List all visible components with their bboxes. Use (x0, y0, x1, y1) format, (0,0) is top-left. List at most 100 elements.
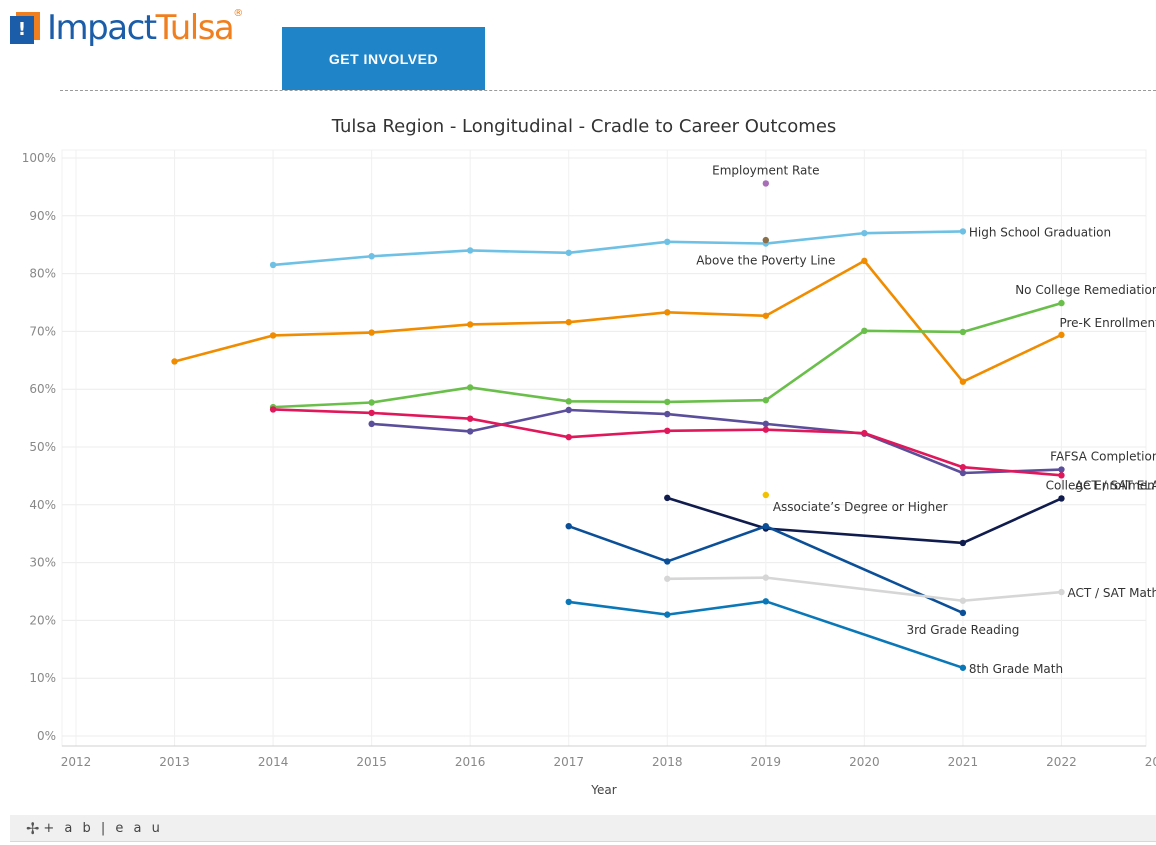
data-point (664, 558, 671, 565)
series-annotation: Pre-K Enrollment (1059, 316, 1156, 330)
impact-tulsa-logo[interactable]: ! ImpactTulsa® (10, 8, 243, 48)
series-annotation: No College Remediation (1015, 283, 1156, 297)
data-point (664, 611, 671, 618)
data-point (861, 257, 868, 265)
x-tick-label: 2016 (455, 755, 486, 769)
series-line (666, 496, 1062, 545)
get-involved-button[interactable]: GET INVOLVED (282, 27, 485, 90)
series-annotation: 8th Grade Math (969, 662, 1063, 676)
y-tick-label: 20% (29, 613, 56, 627)
series-line (568, 524, 964, 615)
series-line (667, 576, 1062, 603)
data-point (466, 321, 474, 328)
data-point (664, 309, 671, 316)
line-chart: 0% 10% 20% 30% 40% 50% 60% 70% 80% 90% 100% 2012 201… (22, 149, 1156, 797)
data-point (565, 522, 572, 530)
data-point (861, 429, 868, 437)
data-point (466, 384, 474, 391)
x-tick-label: 2015 (356, 755, 387, 769)
data-point (762, 396, 770, 404)
x-tick-label: 2020 (849, 755, 880, 769)
series-annotation: College Enrollment (1046, 478, 1156, 492)
data-point (762, 522, 770, 530)
series-annotation: ACT / SAT ELA (1075, 478, 1156, 492)
series-annotation: Associate’s Degree or Higher (773, 500, 948, 514)
data-point (269, 261, 277, 269)
data-point (565, 398, 572, 405)
data-point (664, 410, 671, 418)
y-tick-label: 0% (37, 729, 56, 743)
data-point (1058, 331, 1065, 339)
series-line (272, 230, 963, 267)
data-point (959, 228, 967, 235)
series-annotation: Employment Rate (712, 163, 819, 177)
header-bar: ! ImpactTulsa® GET INVOLVED (0, 0, 1156, 92)
y-tick-label: 10% (29, 671, 56, 685)
chart-title: Tulsa Region - Longitudinal - Cradle to … (331, 116, 837, 137)
data-point (762, 426, 770, 433)
data-point (368, 399, 375, 406)
data-point (565, 406, 572, 414)
series-annotation: 3rd Grade Reading (906, 623, 1019, 637)
data-point (959, 464, 967, 471)
data-point (762, 598, 770, 605)
y-tick-label: 90% (29, 209, 56, 223)
data-point (1058, 466, 1065, 473)
data-point (664, 427, 671, 435)
data-point (565, 598, 572, 606)
x-tick-label: 2013 (159, 755, 190, 769)
x-tick-label: 2019 (751, 755, 782, 769)
data-point (1058, 472, 1065, 479)
data-point (368, 253, 375, 260)
data-point (171, 358, 178, 365)
y-tick-label: 80% (29, 267, 56, 281)
series-annotation: Above the Poverty Line (696, 254, 835, 268)
data-point (959, 664, 967, 671)
y-tick-label: 30% (29, 556, 56, 570)
data-point (664, 398, 671, 406)
data-point (664, 238, 671, 246)
data-point (466, 247, 474, 254)
logo-icon: ! (10, 12, 40, 44)
data-point (269, 406, 277, 413)
data-point (565, 433, 572, 441)
data-point (861, 229, 868, 237)
tableau-footer: ✢ + a b | e a u (10, 815, 1156, 842)
data-point (762, 574, 770, 581)
data-point (959, 469, 967, 477)
header-divider (60, 90, 1156, 91)
tableau-logo[interactable]: ✢ + a b | e a u (26, 819, 163, 838)
data-point (959, 597, 967, 604)
data-point (565, 318, 572, 326)
x-tick-label: 2021 (948, 755, 979, 769)
series-annotation: ACT / SAT Math (1067, 586, 1156, 600)
series-line (371, 408, 1062, 475)
x-tick-label: 2014 (258, 755, 289, 769)
data-point (959, 539, 967, 547)
y-tick-label: 40% (29, 498, 56, 512)
tableau-wordmark: + a b | e a u (43, 821, 163, 836)
data-point (959, 328, 967, 336)
data-point (1058, 495, 1065, 502)
data-point (466, 415, 474, 422)
data-point (762, 491, 770, 499)
data-point (664, 575, 671, 582)
y-tick-label: 60% (29, 382, 56, 396)
x-tick-label: 2022 (1046, 755, 1077, 769)
y-tick-label: 70% (29, 324, 56, 338)
data-point (762, 420, 770, 428)
data-point (1058, 299, 1065, 307)
series-annotation: High School Graduation (969, 225, 1111, 239)
data-point (959, 378, 967, 385)
logo-wordmark: ImpactTulsa® (47, 8, 243, 48)
y-tick-label: 50% (29, 440, 56, 454)
data-point (664, 494, 671, 502)
data-point (368, 409, 375, 417)
data-point (368, 329, 375, 336)
data-point (762, 180, 770, 187)
x-axis-label: Year (590, 783, 616, 797)
series-annotation: FAFSA Completion (1050, 450, 1156, 464)
data-point (762, 236, 770, 244)
data-point (959, 609, 967, 617)
series-line (174, 259, 1063, 383)
